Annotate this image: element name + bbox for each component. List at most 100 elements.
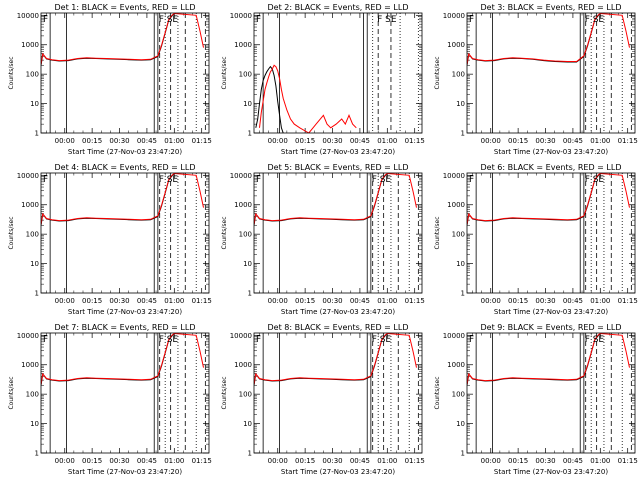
y-tick-label: 10	[456, 260, 465, 268]
y-tick-label: 1000	[21, 361, 39, 369]
x-tick-label: 01:15	[405, 297, 425, 305]
marker-text-se: SE	[593, 175, 605, 185]
marker-text-f-flare: F	[159, 15, 164, 25]
y-axis-label: Counts/sec	[221, 56, 228, 89]
x-tick-label: 00:45	[563, 297, 583, 305]
y-axis-label: Counts/sec	[221, 216, 228, 249]
y-tick-label: 1	[35, 450, 39, 458]
panel-title: Det 5: BLACK = Events, RED = LLD	[268, 163, 409, 172]
y-tick-label: 10	[243, 420, 252, 428]
panel-frame	[253, 172, 423, 294]
panel-data	[254, 173, 419, 293]
y-tick-label: 10	[30, 260, 39, 268]
series-line-lld	[254, 333, 417, 385]
panel-det-5: Det 5: BLACK = Events, RED = LLD Counts/s…	[221, 163, 425, 316]
panel-det-1: Det 1: BLACK = Events, RED = LLD Counts/s…	[8, 3, 212, 156]
y-tick-label: 100	[452, 231, 465, 239]
panel-det-2: Det 2: BLACK = Events, RED = LLD Counts/s…	[221, 3, 425, 156]
panel-data	[254, 333, 419, 453]
panel-data	[467, 13, 632, 133]
y-tick-label: 100	[26, 231, 39, 239]
x-tick-label: 00:15	[508, 457, 528, 465]
x-tick-label: 00:15	[508, 137, 528, 145]
marker-text-f: F	[469, 175, 474, 185]
marker-text-f-flare: F	[585, 175, 590, 185]
marker-text-f: F	[469, 15, 474, 25]
x-tick-label: 00:30	[322, 297, 342, 305]
x-tick-label: 00:15	[295, 297, 315, 305]
series-line-lld	[467, 333, 630, 385]
y-axis-label: Counts/sec	[8, 216, 15, 249]
y-tick-label: 100	[239, 231, 252, 239]
y-axis-label: Counts/sec	[434, 56, 441, 89]
panel-frame	[40, 12, 210, 134]
y-tick-label: 1	[35, 130, 39, 138]
x-axis-label: Start Time (27-Nov-03 23:47:20)	[281, 148, 395, 156]
panel-data	[467, 173, 632, 293]
y-tick-label: 1000	[21, 41, 39, 49]
x-tick-label: 00:15	[82, 297, 102, 305]
x-tick-label: 00:00	[55, 297, 75, 305]
x-tick-label: 00:15	[295, 137, 315, 145]
series-line-lld	[41, 173, 204, 225]
series-line-lld	[254, 173, 417, 225]
x-tick-label: 01:15	[618, 457, 638, 465]
x-tick-label: 01:00	[590, 457, 610, 465]
y-tick-label: 10000	[17, 12, 39, 20]
x-tick-label: 00:45	[350, 457, 370, 465]
y-tick-label: 1	[248, 450, 252, 458]
x-tick-label: 01:15	[192, 457, 212, 465]
x-tick-label: 01:15	[405, 457, 425, 465]
panel-det-9: Det 9: BLACK = Events, RED = LLD Counts/s…	[434, 323, 638, 476]
y-tick-label: 100	[239, 71, 252, 79]
panel-det-4: Det 4: BLACK = Events, RED = LLD Counts/s…	[8, 163, 212, 316]
marker-text-se: SE	[380, 175, 392, 185]
x-tick-label: 00:45	[350, 137, 370, 145]
x-tick-label: 01:00	[377, 297, 397, 305]
x-tick-label: 00:45	[137, 457, 157, 465]
panel-det-8: Det 8: BLACK = Events, RED = LLD Counts/s…	[221, 323, 425, 476]
marker-text-f-flare: F	[159, 335, 164, 345]
marker-text-se: SE	[593, 335, 605, 345]
marker-text-f: F	[256, 15, 261, 25]
x-axis-label: Start Time (27-Nov-03 23:47:20)	[281, 468, 395, 476]
marker-text-se: SE	[593, 15, 605, 25]
y-tick-label: 1	[248, 290, 252, 298]
x-axis-label: Start Time (27-Nov-03 23:47:20)	[281, 308, 395, 316]
y-axis-label: Counts/sec	[221, 376, 228, 409]
y-tick-label: 1000	[447, 41, 465, 49]
marker-text-f-flare: F	[377, 15, 382, 25]
marker-text-se: SE	[167, 15, 179, 25]
marker-text-f-flare: F	[585, 15, 590, 25]
x-tick-label: 00:00	[268, 457, 288, 465]
x-axis-label: Start Time (27-Nov-03 23:47:20)	[494, 308, 608, 316]
y-tick-label: 1	[35, 290, 39, 298]
x-tick-label: 00:00	[268, 137, 288, 145]
x-tick-label: 00:30	[535, 297, 555, 305]
x-tick-label: 00:30	[109, 297, 129, 305]
y-tick-label: 100	[452, 391, 465, 399]
panel-frame	[466, 332, 636, 454]
x-tick-label: 00:00	[481, 457, 501, 465]
y-axis-label: Counts/sec	[8, 376, 15, 409]
marker-text-se: SE	[167, 335, 179, 345]
x-tick-label: 00:45	[563, 137, 583, 145]
x-tick-label: 01:15	[192, 297, 212, 305]
x-tick-label: 00:00	[268, 297, 288, 305]
y-axis-label: Counts/sec	[434, 376, 441, 409]
panel-det-3: Det 3: BLACK = Events, RED = LLD Counts/s…	[434, 3, 638, 156]
x-tick-label: 00:15	[295, 457, 315, 465]
x-tick-label: 00:45	[137, 297, 157, 305]
x-tick-label: 00:30	[535, 457, 555, 465]
panel-frame	[466, 12, 636, 134]
marker-text-f: F	[43, 175, 48, 185]
x-tick-label: 00:45	[350, 297, 370, 305]
panel-title: Det 3: BLACK = Events, RED = LLD	[481, 3, 622, 12]
y-tick-label: 1000	[234, 201, 252, 209]
series-line-lld	[259, 64, 357, 133]
x-tick-label: 01:00	[164, 137, 184, 145]
panel-data	[255, 13, 419, 133]
y-tick-label: 10	[243, 100, 252, 108]
y-tick-label: 10000	[443, 172, 465, 180]
